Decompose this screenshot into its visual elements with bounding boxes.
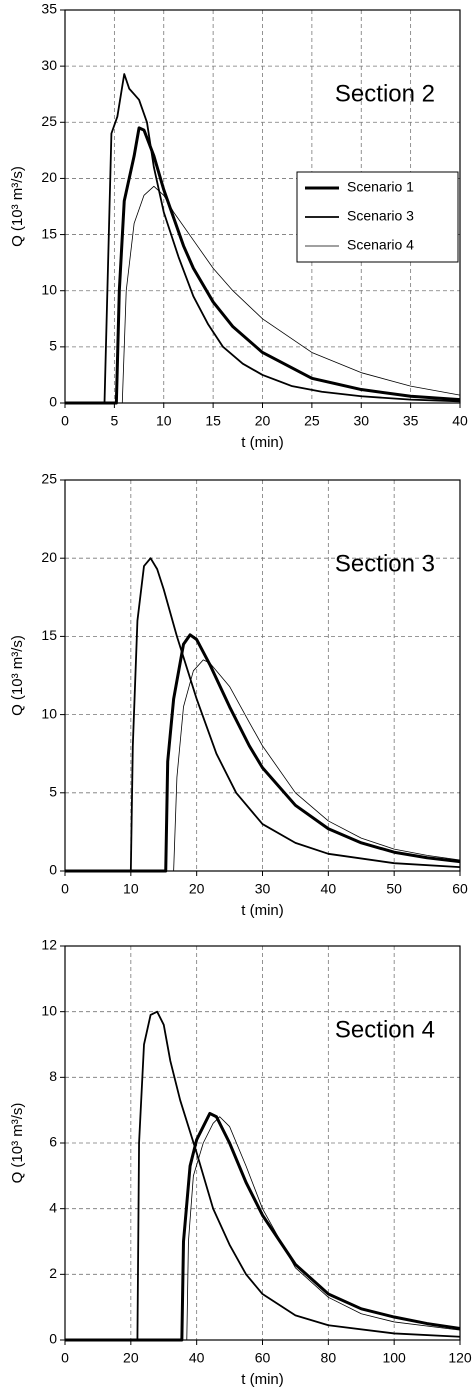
y-tick-label: 12: [41, 937, 57, 953]
y-axis-label: Q (10³ m³/s): [9, 166, 26, 247]
data-line: [65, 557, 461, 872]
x-tick-label: 20: [255, 413, 271, 429]
data-line: [65, 659, 461, 872]
annotation: Section 4: [335, 1016, 435, 1043]
x-tick-label: 25: [304, 413, 320, 429]
data-line: [65, 73, 461, 404]
y-tick-label: 35: [41, 1, 57, 17]
y-tick-label: 15: [41, 627, 57, 643]
y-tick-label: 5: [49, 338, 57, 354]
y-tick-label: 10: [41, 705, 57, 721]
y-tick-label: 4: [49, 1199, 57, 1215]
y-tick-label: 25: [41, 113, 57, 129]
x-tick-label: 40: [452, 413, 468, 429]
x-tick-label: 120: [448, 1350, 472, 1366]
y-tick-label: 15: [41, 225, 57, 241]
x-tick-label: 20: [123, 1350, 139, 1366]
x-tick-label: 0: [61, 413, 69, 429]
annotation: Section 2: [335, 80, 435, 107]
x-tick-label: 0: [61, 1350, 69, 1366]
legend-label: Scenario 4: [347, 237, 414, 253]
y-tick-label: 20: [41, 169, 57, 185]
data-line: [65, 633, 461, 873]
y-tick-label: 2: [49, 1265, 57, 1281]
x-tick-label: 80: [321, 1350, 337, 1366]
data-line: [65, 1010, 461, 1341]
x-tick-label: 20: [189, 881, 205, 897]
panel: 0 10 20 30 40 50 60 0 5 10 15 20 25 t (min) Q (10³ m³/…: [9, 471, 468, 919]
y-tick-label: 0: [49, 862, 57, 878]
y-tick-label: 0: [49, 394, 57, 410]
y-tick-label: 0: [49, 1331, 57, 1347]
y-tick-label: 25: [41, 471, 57, 487]
y-tick-label: 8: [49, 1068, 57, 1084]
panel: 0 20 40 60 80 100 120 0 2 4 6 8 10 12 t (min) Q (10³ m³…: [9, 937, 472, 1388]
x-tick-label: 10: [156, 413, 172, 429]
x-tick-label: 40: [189, 1350, 205, 1366]
x-tick-label: 10: [123, 881, 139, 897]
plot-frame: [64, 945, 461, 1341]
panel: 0 5 10 15 20 25 30 35 40 0 5 10 15 20 25 30 35 t (min) Q (…: [9, 1, 468, 451]
x-tick-label: 5: [110, 413, 118, 429]
data-line: [65, 185, 461, 404]
y-tick-label: 10: [41, 281, 57, 297]
x-tick-label: 0: [61, 881, 69, 897]
annotation: Section 3: [335, 550, 435, 577]
legend: Scenario 1 Scenario 3 Scenario 4: [296, 171, 459, 263]
y-tick-label: 5: [49, 784, 57, 800]
x-tick-label: 30: [353, 413, 369, 429]
x-tick-label: 100: [382, 1350, 406, 1366]
plot-frame: [64, 479, 461, 872]
x-tick-label: 35: [403, 413, 419, 429]
x-axis-label: t (min): [241, 434, 284, 451]
y-tick-label: 30: [41, 57, 57, 73]
plot-frame: [64, 9, 461, 404]
x-tick-label: 60: [452, 881, 468, 897]
data-line: [65, 126, 461, 405]
legend-label: Scenario 1: [347, 179, 414, 195]
data-line: [65, 1111, 461, 1342]
x-tick-label: 60: [255, 1350, 271, 1366]
x-tick-label: 30: [255, 881, 271, 897]
x-tick-label: 50: [386, 881, 402, 897]
data-line: [65, 1116, 461, 1341]
y-tick-label: 6: [49, 1134, 57, 1150]
legend-label: Scenario 3: [347, 208, 414, 224]
x-tick-label: 40: [321, 881, 337, 897]
y-axis-label: Q (10³ m³/s): [9, 635, 26, 716]
y-tick-label: 10: [41, 1002, 57, 1018]
x-tick-label: 15: [205, 413, 221, 429]
y-axis-label: Q (10³ m³/s): [9, 1103, 26, 1184]
x-axis-label: t (min): [241, 902, 284, 919]
x-axis-label: t (min): [241, 1371, 284, 1388]
y-tick-label: 20: [41, 549, 57, 565]
